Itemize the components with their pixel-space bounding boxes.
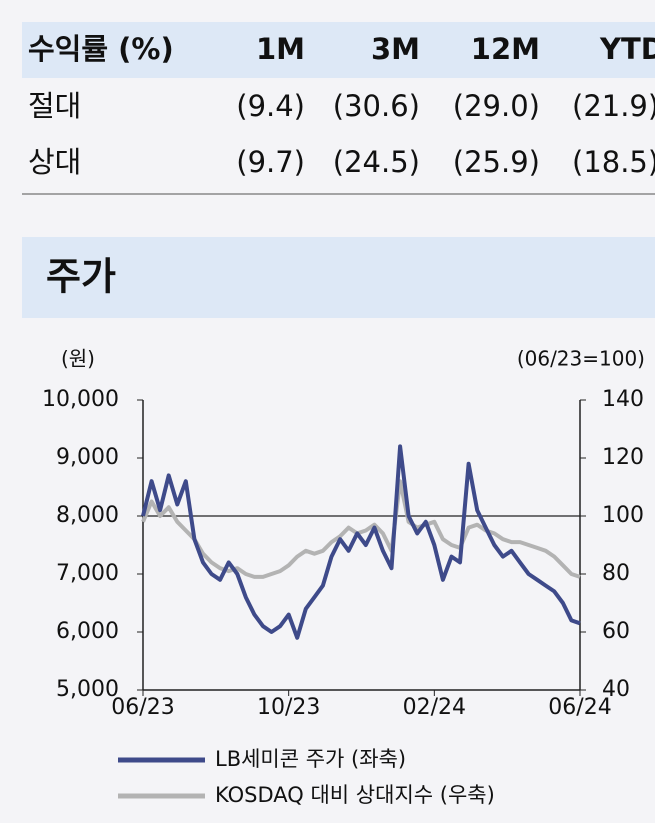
- y2-tick-label: 140: [602, 387, 644, 412]
- x-tick-label: 06/24: [548, 695, 611, 720]
- table-header-cell: 12M: [471, 32, 540, 66]
- table-header-cell: YTD: [599, 32, 655, 66]
- table-header-cell: 수익률 (%): [28, 32, 174, 66]
- y-tick-label: 6,000: [56, 619, 119, 644]
- y-axis-title: (원): [61, 347, 95, 371]
- y2-tick-label: 40: [602, 677, 630, 702]
- y2-tick-label: 120: [602, 445, 644, 470]
- series-line: [141, 444, 581, 640]
- y2-tick-label: 80: [602, 561, 630, 586]
- table-cell: (9.4): [236, 89, 305, 123]
- y2-axis-title: (06/23=100): [517, 347, 645, 371]
- y-tick-label: 7,000: [56, 561, 119, 586]
- table-cell: (18.5): [572, 145, 655, 179]
- table-cell: (29.0): [453, 89, 540, 123]
- table-header-bg: [22, 22, 655, 78]
- x-tick-label: 06/23: [111, 695, 174, 720]
- table-cell: (24.5): [333, 145, 420, 179]
- y-tick-label: 9,000: [56, 445, 119, 470]
- section-header-bg: [22, 237, 655, 318]
- series-line: [141, 479, 581, 579]
- table-cell: 절대: [28, 89, 81, 123]
- table-cell: (25.9): [453, 145, 540, 179]
- x-tick-label: 02/24: [403, 695, 466, 720]
- y-tick-label: 5,000: [56, 677, 119, 702]
- table-cell: (30.6): [333, 89, 420, 123]
- section-title: 주가: [46, 255, 116, 299]
- table-cell: 상대: [28, 145, 81, 179]
- legend-label: KOSDAQ 대비 상대지수 (우축): [215, 783, 495, 807]
- table-header-cell: 1M: [256, 32, 305, 66]
- table-header-cell: 3M: [371, 32, 420, 66]
- legend-label: LB세미콘 주가 (좌축): [215, 747, 406, 771]
- y-tick-label: 10,000: [42, 387, 119, 412]
- y-tick-label: 8,000: [56, 503, 119, 528]
- x-tick-label: 10/23: [257, 695, 320, 720]
- chart: 5,000 6,000 7,000 8,000 9,000 10,000 40 60 80 100…: [42, 387, 644, 807]
- table-cell: (9.7): [236, 145, 305, 179]
- table-cell: (21.9): [572, 89, 655, 123]
- y2-tick-label: 60: [602, 619, 630, 644]
- y2-tick-label: 100: [602, 503, 644, 528]
